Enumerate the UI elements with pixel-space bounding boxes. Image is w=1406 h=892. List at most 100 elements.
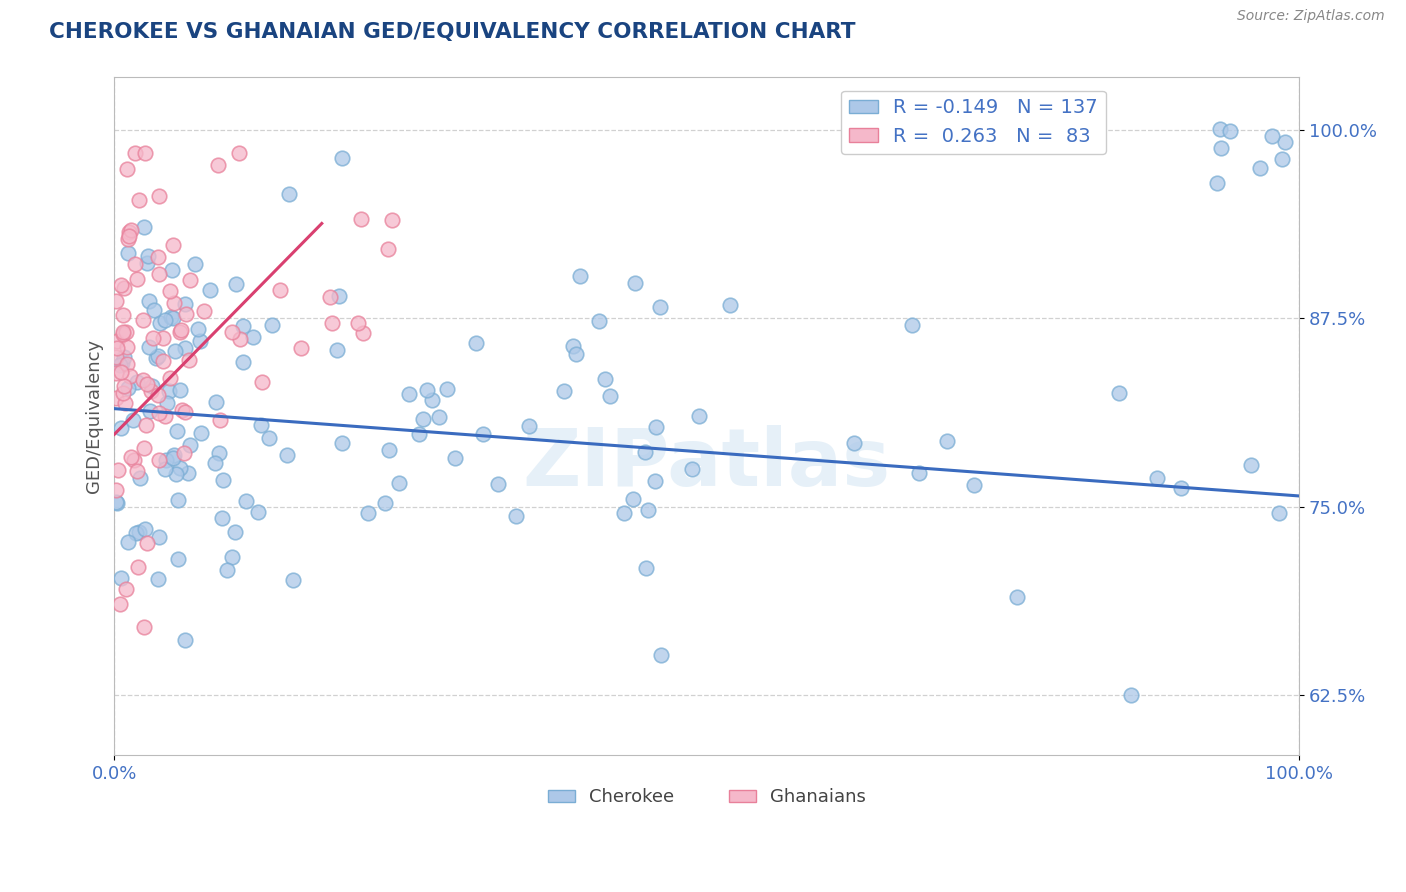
Legend: Cherokee, Ghanaians: Cherokee, Ghanaians bbox=[540, 781, 873, 814]
Point bbox=[110, 420, 132, 434]
Point bbox=[184, 257, 207, 271]
Point bbox=[179, 438, 201, 452]
Point bbox=[229, 332, 252, 346]
Point bbox=[1261, 129, 1284, 144]
Point bbox=[374, 496, 396, 510]
Point bbox=[115, 582, 138, 597]
Point bbox=[187, 322, 209, 336]
Point bbox=[599, 389, 621, 403]
Point bbox=[224, 525, 246, 540]
Point bbox=[250, 375, 273, 389]
Point bbox=[221, 550, 243, 565]
Point bbox=[188, 334, 211, 348]
Point bbox=[935, 434, 957, 448]
Point bbox=[160, 310, 183, 324]
Point bbox=[381, 212, 404, 227]
Point bbox=[117, 246, 139, 260]
Point bbox=[104, 495, 127, 509]
Point bbox=[107, 463, 129, 477]
Point bbox=[115, 340, 138, 354]
Point bbox=[621, 491, 644, 506]
Point bbox=[568, 268, 591, 283]
Point bbox=[326, 343, 349, 357]
Point bbox=[167, 493, 190, 508]
Point bbox=[436, 382, 458, 396]
Point bbox=[444, 450, 467, 465]
Text: Source: ZipAtlas.com: Source: ZipAtlas.com bbox=[1237, 9, 1385, 23]
Point bbox=[963, 477, 986, 491]
Point bbox=[104, 366, 127, 380]
Point bbox=[908, 467, 931, 481]
Point bbox=[145, 351, 167, 365]
Point bbox=[246, 505, 269, 519]
Point bbox=[173, 446, 195, 460]
Point bbox=[377, 242, 399, 256]
Point bbox=[135, 536, 157, 550]
Point bbox=[165, 467, 187, 481]
Point bbox=[167, 552, 190, 566]
Point bbox=[112, 350, 135, 364]
Point bbox=[644, 474, 666, 488]
Point bbox=[162, 311, 184, 326]
Point bbox=[105, 496, 128, 510]
Point bbox=[398, 386, 420, 401]
Point bbox=[472, 426, 495, 441]
Point bbox=[110, 598, 132, 612]
Point bbox=[169, 325, 191, 339]
Point bbox=[644, 419, 666, 434]
Point bbox=[1267, 507, 1289, 521]
Point bbox=[416, 384, 439, 398]
Point bbox=[127, 559, 149, 574]
Point bbox=[125, 272, 148, 286]
Point bbox=[104, 294, 127, 309]
Point bbox=[153, 409, 176, 423]
Point bbox=[134, 620, 156, 634]
Point bbox=[110, 366, 132, 380]
Point bbox=[420, 392, 443, 407]
Point bbox=[900, 318, 922, 332]
Point bbox=[650, 648, 672, 663]
Point bbox=[114, 396, 136, 410]
Point bbox=[132, 312, 155, 326]
Point bbox=[1209, 141, 1232, 155]
Text: CHEROKEE VS GHANAIAN GED/EQUIVALENCY CORRELATION CHART: CHEROKEE VS GHANAIAN GED/EQUIVALENCY COR… bbox=[49, 22, 856, 42]
Point bbox=[132, 373, 155, 387]
Point bbox=[562, 339, 585, 353]
Point bbox=[136, 377, 159, 392]
Point bbox=[718, 297, 741, 311]
Point bbox=[128, 525, 150, 540]
Point bbox=[179, 273, 201, 287]
Point bbox=[142, 331, 165, 345]
Point bbox=[283, 573, 305, 587]
Point bbox=[347, 317, 370, 331]
Point bbox=[190, 426, 212, 441]
Point bbox=[118, 225, 141, 239]
Point bbox=[105, 341, 128, 355]
Point bbox=[153, 313, 176, 327]
Point bbox=[134, 522, 156, 536]
Point bbox=[350, 212, 373, 227]
Point bbox=[148, 453, 170, 467]
Point bbox=[104, 483, 127, 497]
Point bbox=[1219, 124, 1241, 138]
Point bbox=[117, 232, 139, 246]
Point bbox=[117, 357, 139, 371]
Point bbox=[221, 326, 243, 340]
Point bbox=[208, 446, 231, 460]
Point bbox=[105, 334, 128, 349]
Point bbox=[146, 250, 169, 264]
Point bbox=[148, 349, 170, 363]
Point bbox=[122, 413, 145, 427]
Point bbox=[328, 289, 350, 303]
Point bbox=[149, 316, 172, 330]
Point bbox=[211, 511, 233, 525]
Point bbox=[378, 442, 401, 457]
Point bbox=[115, 162, 138, 177]
Point bbox=[152, 331, 174, 345]
Point bbox=[139, 384, 162, 398]
Point bbox=[172, 402, 194, 417]
Point bbox=[139, 404, 162, 418]
Point bbox=[208, 413, 231, 427]
Point bbox=[276, 448, 298, 462]
Point bbox=[634, 445, 657, 459]
